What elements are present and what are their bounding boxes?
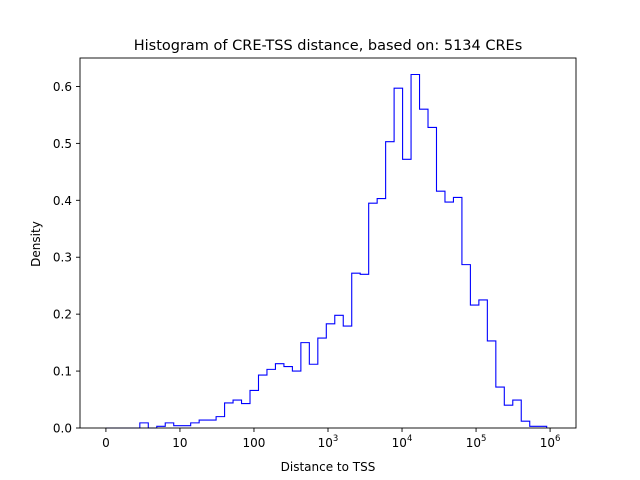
- histogram-bin: [208, 420, 216, 428]
- histogram-bin: [267, 369, 275, 428]
- histogram-bin: [470, 305, 478, 428]
- histogram-bin: [394, 88, 402, 428]
- histogram-bin: [360, 274, 368, 428]
- y-axis-label: Density: [29, 221, 43, 267]
- histogram-bin: [191, 423, 199, 428]
- histogram-bin: [453, 197, 461, 428]
- plot-frame: [79, 57, 577, 429]
- histogram-bin: [411, 75, 419, 428]
- x-tick-label: 104: [392, 434, 413, 450]
- histogram-bin: [242, 404, 250, 428]
- x-tick-label: 106: [540, 434, 561, 450]
- histogram-bin: [165, 423, 173, 428]
- histogram-bin: [140, 423, 148, 428]
- histogram-bin: [479, 300, 487, 428]
- x-axis-label: Distance to TSS: [281, 460, 376, 474]
- histogram-bin: [343, 326, 351, 428]
- histogram-bin: [258, 375, 266, 428]
- histogram-bin: [199, 420, 207, 428]
- histogram-bin: [386, 142, 394, 428]
- histogram-bin: [403, 159, 411, 428]
- histogram-bin: [462, 265, 470, 428]
- y-tick-label: 0.3: [53, 251, 72, 265]
- y-tick-label: 0.0: [53, 422, 72, 436]
- y-tick-label: 0.4: [53, 194, 72, 208]
- plot-area: 0 10 100 103 104 105 106 0.0 0.1 0.2 0.3 0.4 0.5 0.6: [53, 57, 577, 450]
- histogram-bin: [487, 341, 495, 428]
- histogram-bin: [326, 324, 334, 428]
- histogram-bin: [335, 315, 343, 428]
- histogram-bin: [318, 338, 326, 428]
- histogram-step-line: [105, 73, 548, 429]
- x-tick-label: 0: [102, 436, 110, 450]
- histogram-bin: [436, 191, 444, 428]
- histogram-bin: [521, 421, 529, 428]
- histogram-bin: [352, 273, 360, 428]
- histogram-bin: [513, 400, 521, 428]
- x-tick-label: 100: [243, 436, 266, 450]
- histogram-bin: [504, 405, 512, 428]
- x-tick-label: 103: [318, 434, 339, 450]
- histogram-bin: [284, 367, 292, 428]
- histogram-bin: [445, 202, 453, 428]
- histogram-bin: [377, 199, 385, 428]
- chart-title: Histogram of CRE-TSS distance, based on:…: [134, 38, 523, 54]
- histogram-bin: [301, 343, 309, 428]
- histogram-bin: [420, 109, 428, 428]
- histogram-bin: [250, 390, 258, 428]
- histogram-bin: [292, 371, 300, 428]
- y-tick-label: 0.6: [53, 80, 72, 94]
- x-tick-label: 10: [172, 436, 187, 450]
- histogram-bin: [369, 203, 377, 428]
- histogram-bin: [275, 364, 283, 428]
- y-tick-label: 0.1: [53, 365, 72, 379]
- x-tick-label: 105: [466, 434, 487, 450]
- histogram-bin: [233, 400, 241, 428]
- histogram-bin: [216, 417, 224, 428]
- y-tick-label: 0.2: [53, 308, 72, 322]
- histogram-bin: [225, 403, 233, 428]
- histogram-bin: [309, 364, 317, 428]
- histogram-bin: [428, 127, 436, 428]
- y-tick-label: 0.5: [53, 137, 72, 151]
- histogram-bin: [496, 387, 504, 428]
